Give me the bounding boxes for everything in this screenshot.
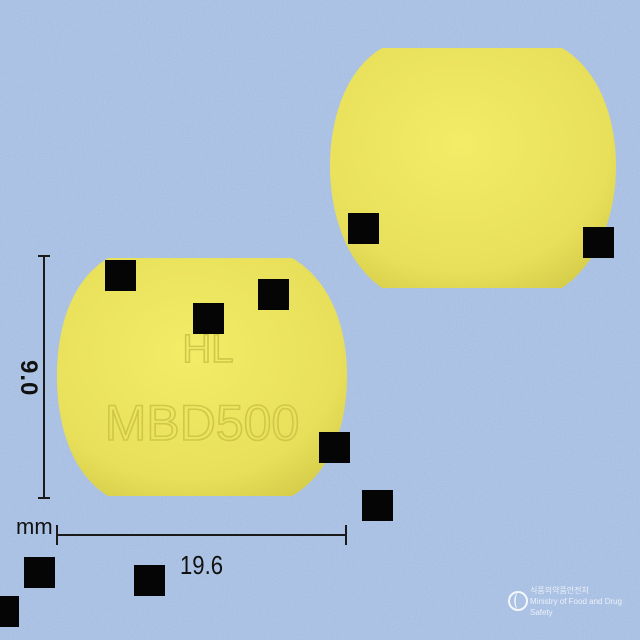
occluder-block bbox=[24, 557, 55, 588]
imprint-line2: MBD500 bbox=[105, 395, 300, 451]
mfds-emblem-icon bbox=[508, 591, 528, 611]
occluder-block bbox=[258, 279, 289, 310]
height-label: 9.0 bbox=[15, 360, 42, 397]
tablet-front bbox=[57, 258, 347, 496]
tablet-back bbox=[330, 48, 616, 288]
occluder-block bbox=[0, 596, 19, 627]
occluder-block bbox=[134, 565, 165, 596]
mfds-watermark-korean: 식품의약품안전처 bbox=[530, 586, 589, 595]
width-dimension-line bbox=[56, 525, 347, 545]
occluder-block bbox=[583, 227, 614, 258]
height-dimension-line bbox=[38, 255, 50, 499]
occluder-block bbox=[193, 303, 224, 334]
mfds-watermark-english: Ministry of Food and Drug Safety bbox=[530, 597, 623, 617]
occluder-block bbox=[348, 213, 379, 244]
mfds-watermark: 식품의약품안전처 Ministry of Food and Drug Safet… bbox=[530, 585, 640, 618]
occluder-block bbox=[362, 490, 393, 521]
width-label: 19.6 bbox=[180, 550, 224, 580]
occluder-block bbox=[319, 432, 350, 463]
unit-label: mm bbox=[16, 514, 53, 539]
occluder-block bbox=[105, 260, 136, 291]
